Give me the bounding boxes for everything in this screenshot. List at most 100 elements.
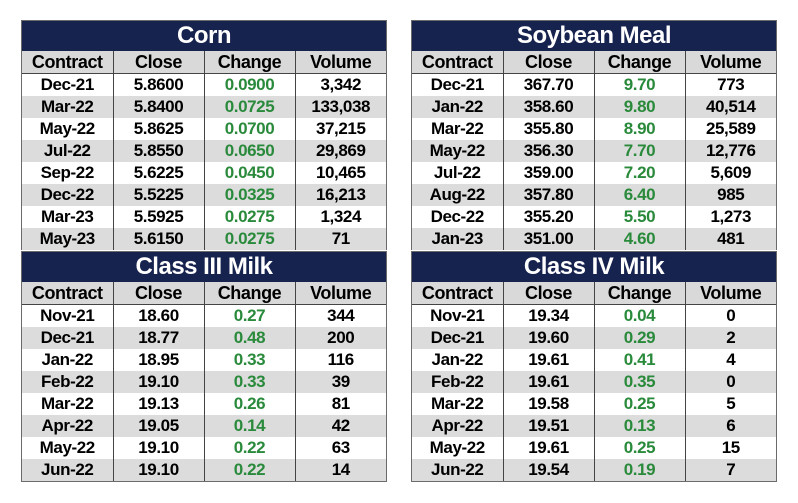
quotes-table: Contract Close Change Volume Dec-21 5.8600 0.0… <box>22 51 386 250</box>
contract-cell: Jun-22 <box>412 459 504 481</box>
table-row: Jun-22 19.54 0.19 7 <box>412 459 776 481</box>
close-cell: 351.00 <box>503 228 595 250</box>
close-cell: 355.80 <box>503 118 595 140</box>
volume-cell: 42 <box>295 415 386 437</box>
panel-title: Class III Milk <box>22 252 386 282</box>
table-row: May-22 19.10 0.22 63 <box>22 437 386 459</box>
close-cell: 18.77 <box>113 327 205 349</box>
volume-cell: 25,589 <box>705 119 756 138</box>
change-cell: 0.0275 <box>204 206 296 228</box>
close-cell: 19.10 <box>113 371 205 393</box>
contract-cell: May-22 <box>22 437 114 459</box>
volume-cell: 12,776 <box>685 140 776 162</box>
volume-cell: 16,213 <box>295 184 386 206</box>
table-row: Jan-23 351.00 4.60 481 <box>412 228 776 250</box>
close-cell: 19.58 <box>503 393 595 415</box>
table-row: Dec-22 355.20 5.50 1,273 <box>412 206 776 228</box>
volume-cell: 2 <box>685 327 776 349</box>
table-row: Dec-22 5.5225 0.0325 16,213 <box>22 184 386 206</box>
close-cell: 5.8550 <box>113 140 205 162</box>
change-cell: 0.0450 <box>204 162 296 184</box>
quotes-table: Contract Close Change Volume Dec-21 367.70 9.7… <box>412 51 776 250</box>
column-header-change: Change <box>594 282 686 305</box>
column-header-change: Change <box>594 51 686 74</box>
table-row: Nov-21 19.34 0.04 0 <box>412 304 776 327</box>
volume-cell: 116 <box>327 350 355 369</box>
close-cell: 355.20 <box>503 206 595 228</box>
change-cell: 0.25 <box>594 393 686 415</box>
change-cell: 0.33 <box>204 349 296 371</box>
panel-title: Corn <box>22 21 386 51</box>
table-row: Feb-22 19.10 0.33 39 <box>22 371 386 393</box>
close-cell: 5.8600 <box>113 73 205 96</box>
volume-cell: 63 <box>331 438 351 457</box>
close-cell: 19.05 <box>113 415 205 437</box>
volume-cell: 1,324 <box>320 207 362 226</box>
change-cell: 0.33 <box>204 371 296 393</box>
change-cell: 0.0650 <box>204 140 296 162</box>
change-cell: 0.26 <box>204 393 296 415</box>
column-header-close: Close <box>113 51 205 74</box>
column-header-contract: Contract <box>412 51 504 74</box>
table-row: Jan-22 19.61 0.41 4 <box>412 349 776 371</box>
volume-cell: 39 <box>295 371 386 393</box>
contract-cell: Apr-22 <box>412 415 504 437</box>
table-row: Jan-22 18.95 0.33 116 <box>22 349 386 371</box>
close-cell: 19.51 <box>503 415 595 437</box>
contract-cell: Jan-22 <box>22 349 114 371</box>
contract-cell: Jan-22 <box>412 349 504 371</box>
volume-cell: 344 <box>327 306 355 325</box>
column-header-contract: Contract <box>22 51 114 74</box>
volume-cell: 5,609 <box>710 163 752 182</box>
volume-cell: 985 <box>685 184 776 206</box>
volume-cell: 1,273 <box>710 207 752 226</box>
volume-cell: 200 <box>295 327 386 349</box>
corn-panel: Corn Contract Close Change Volume Dec-21 5.86… <box>21 20 387 250</box>
change-cell: 0.22 <box>204 459 296 481</box>
soybean-meal-panel: Soybean Meal Contract Close Change Volume De… <box>411 20 777 250</box>
change-cell: 0.0700 <box>204 118 296 140</box>
table-row: Mar-22 19.58 0.25 5 <box>412 393 776 415</box>
table-row: Nov-21 18.60 0.27 344 <box>22 304 386 327</box>
close-cell: 5.5925 <box>113 206 205 228</box>
column-header-volume: Volume <box>685 51 776 74</box>
contract-cell: Mar-22 <box>412 393 504 415</box>
contract-cell: Nov-21 <box>22 304 114 327</box>
table-row: Apr-22 19.51 0.13 6 <box>412 415 776 437</box>
close-cell: 356.30 <box>503 140 595 162</box>
contract-cell: Dec-22 <box>22 184 114 206</box>
contract-cell: Jan-23 <box>412 228 504 250</box>
contract-cell: Mar-23 <box>22 206 114 228</box>
panel-title: Soybean Meal <box>412 21 776 51</box>
table-row: Dec-21 367.70 9.70 773 <box>412 73 776 96</box>
change-cell: 0.25 <box>594 437 686 459</box>
change-cell: 4.60 <box>594 228 686 250</box>
volume-cell: 773 <box>717 75 745 94</box>
change-cell: 0.14 <box>204 415 296 437</box>
volume-cell: 481 <box>685 228 776 250</box>
change-cell: 0.0900 <box>204 73 296 96</box>
contract-cell: Feb-22 <box>412 371 504 393</box>
contract-cell: Jul-22 <box>22 140 114 162</box>
volume-cell: 10,465 <box>315 163 366 182</box>
column-header-contract: Contract <box>22 282 114 305</box>
volume-cell: 133,038 <box>295 96 386 118</box>
change-cell: 5.50 <box>594 206 686 228</box>
change-cell: 0.41 <box>594 349 686 371</box>
close-cell: 18.95 <box>113 349 205 371</box>
header-row: Contract Close Change Volume <box>412 282 776 305</box>
volume-cell: 7 <box>685 459 776 481</box>
volume-cell: 0 <box>685 371 776 393</box>
table-row: Mar-22 5.8400 0.0725 133,038 <box>22 96 386 118</box>
change-cell: 7.70 <box>594 140 686 162</box>
column-header-change: Change <box>204 51 296 74</box>
table-row: May-23 5.6150 0.0275 71 <box>22 228 386 250</box>
close-cell: 19.61 <box>503 349 595 371</box>
contract-cell: Jun-22 <box>22 459 114 481</box>
table-row: Mar-23 5.5925 0.0275 1,324 <box>22 206 386 228</box>
table-row: Sep-22 5.6225 0.0450 10,465 <box>22 162 386 184</box>
class-iii-milk-panel: Class III Milk Contract Close Change Volume… <box>21 251 387 482</box>
contract-cell: May-22 <box>412 140 504 162</box>
change-cell: 0.27 <box>204 304 296 327</box>
change-cell: 0.04 <box>594 304 686 327</box>
